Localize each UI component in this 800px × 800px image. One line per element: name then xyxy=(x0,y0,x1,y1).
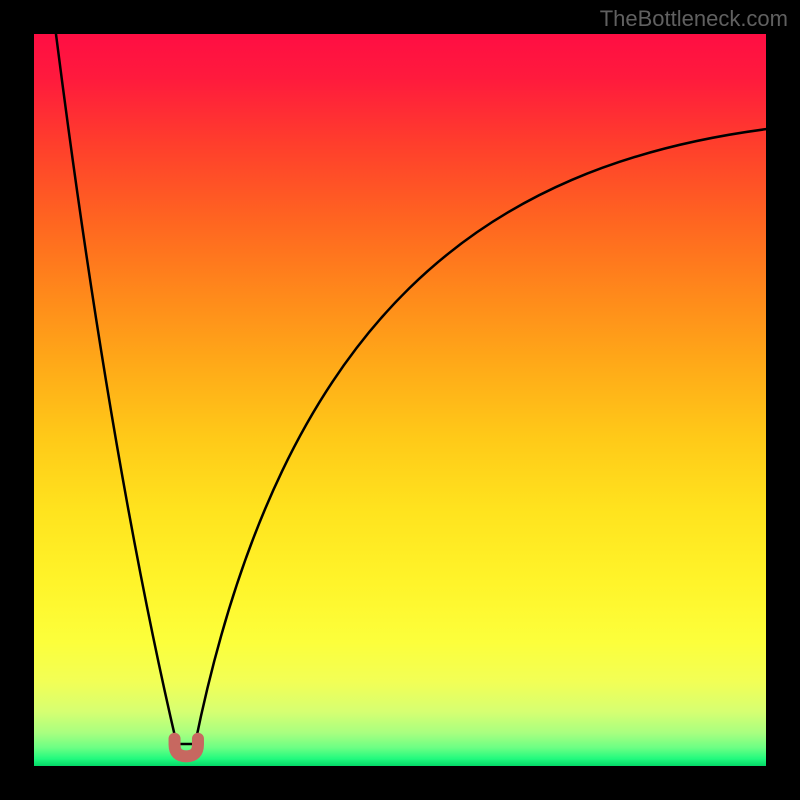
chart-background xyxy=(34,34,766,766)
watermark-text: TheBottleneck.com xyxy=(600,6,788,32)
bottleneck-chart xyxy=(34,34,766,766)
